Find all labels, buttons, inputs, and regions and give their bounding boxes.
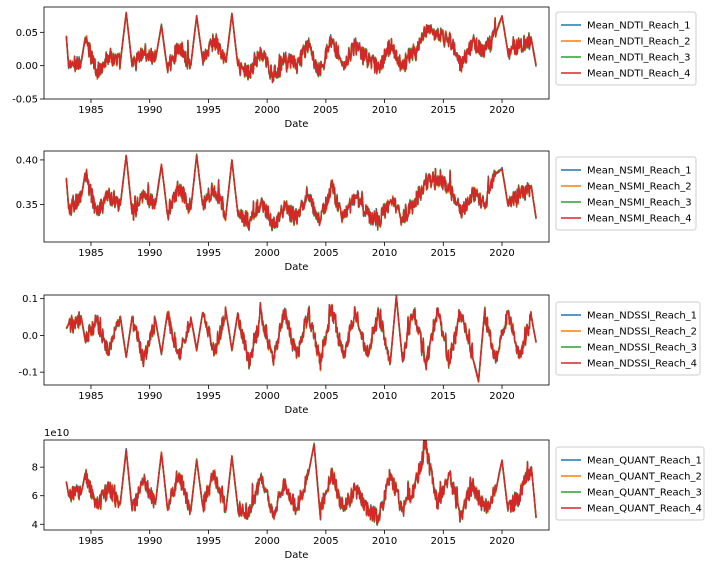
axes-frame bbox=[43, 294, 550, 386]
legend-entry: Mean_NSMI_Reach_1 bbox=[587, 166, 692, 177]
legend-entry: Mean_NDTI_Reach_4 bbox=[587, 69, 690, 80]
legend-entry: Mean_QUANT_Reach_3 bbox=[587, 488, 702, 499]
x-tick-label: 2020 bbox=[489, 248, 514, 259]
legend-entry: Mean_NDTI_Reach_3 bbox=[587, 53, 690, 64]
x-tick-label: 2005 bbox=[313, 391, 338, 402]
x-axis-label: Date bbox=[285, 405, 309, 416]
y-tick-label: 4 bbox=[32, 520, 38, 531]
y-tick-label: 8 bbox=[32, 463, 38, 474]
y-tick-label: 0.35 bbox=[16, 200, 38, 211]
legend-box bbox=[555, 446, 705, 521]
legend: Mean_NDSSI_Reach_1 Mean_NDSSI_Reach_2 Mean… bbox=[555, 301, 701, 376]
chart-panel-2: 1985 1990 1995 2000 2005 2010 2015 2020 0.35 0.40… bbox=[16, 150, 697, 273]
x-tick-label: 1995 bbox=[196, 391, 221, 402]
x-tick-label: 1995 bbox=[196, 536, 221, 547]
x-tick-label: 1990 bbox=[137, 248, 162, 259]
legend-entry: Mean_QUANT_Reach_4 bbox=[587, 504, 702, 515]
series-line-4 bbox=[65, 11, 537, 83]
y-tick-label: 0.40 bbox=[16, 155, 38, 166]
legend-entry: Mean_NDSSI_Reach_1 bbox=[587, 311, 697, 322]
series-line-4 bbox=[65, 154, 537, 231]
y-tick-label: -0.05 bbox=[12, 95, 38, 106]
x-tick-label: 1990 bbox=[137, 391, 162, 402]
x-tick-label: 1990 bbox=[137, 105, 162, 116]
y-tick-label: 0.1 bbox=[22, 294, 38, 305]
x-tick-label: 2000 bbox=[254, 248, 279, 259]
x-tick-label: 2020 bbox=[489, 536, 514, 547]
x-tick-label: 1995 bbox=[196, 105, 221, 116]
y-tick-label: -0.1 bbox=[18, 368, 38, 379]
x-tick-label: 2010 bbox=[372, 248, 397, 259]
series-line-2 bbox=[65, 12, 537, 83]
axes-frame bbox=[43, 439, 550, 531]
x-axis-label: Date bbox=[285, 550, 309, 561]
x-tick-label: 2015 bbox=[431, 536, 456, 547]
legend-entry: Mean_NDSSI_Reach_3 bbox=[587, 343, 697, 354]
legend-box bbox=[555, 11, 697, 86]
legend-entry: Mean_NDSSI_Reach_2 bbox=[587, 327, 697, 338]
series-line-4 bbox=[65, 440, 537, 525]
series-line-3 bbox=[65, 153, 537, 232]
x-tick-label: 2005 bbox=[313, 105, 338, 116]
x-tick-label: 2020 bbox=[489, 105, 514, 116]
x-tick-label: 1985 bbox=[78, 105, 103, 116]
x-axis-label: Date bbox=[285, 119, 309, 130]
chart-panel-4: 1985 1990 1995 2000 2005 2010 2015 2020 4 6 8 1e10 D… bbox=[32, 428, 705, 561]
x-tick-label: 2000 bbox=[254, 105, 279, 116]
series-line-1 bbox=[65, 440, 537, 526]
series-line-3 bbox=[65, 440, 537, 526]
x-tick-label: 2010 bbox=[372, 391, 397, 402]
legend-entry: Mean_NSMI_Reach_3 bbox=[587, 198, 692, 209]
x-tick-label: 2015 bbox=[431, 248, 456, 259]
x-tick-label: 2005 bbox=[313, 536, 338, 547]
legend: Mean_NDTI_Reach_1 Mean_NDTI_Reach_2 Mean_N… bbox=[555, 11, 697, 86]
legend-box bbox=[555, 301, 701, 376]
series-line-1 bbox=[65, 12, 537, 84]
legend-box bbox=[555, 156, 697, 231]
axes-frame bbox=[43, 150, 550, 243]
series-line-2 bbox=[65, 440, 537, 526]
chart-panel-3: 1985 1990 1995 2000 2005 2010 2015 2020 -0.1 0.0 0… bbox=[18, 294, 701, 416]
x-tick-label: 2015 bbox=[431, 105, 456, 116]
axis-offset-text: 1e10 bbox=[44, 428, 69, 439]
legend: Mean_NSMI_Reach_1 Mean_NSMI_Reach_2 Mean_N… bbox=[555, 156, 697, 231]
axes-frame bbox=[43, 6, 550, 100]
series-line-1 bbox=[65, 154, 537, 232]
x-tick-label: 2015 bbox=[431, 391, 456, 402]
legend-entry: Mean_NSMI_Reach_2 bbox=[587, 182, 692, 193]
chart-panel-1: 1985 1990 1995 2000 2005 2010 2015 2020 -0.05 0.0… bbox=[12, 6, 697, 130]
x-tick-label: 1985 bbox=[78, 536, 103, 547]
series-line-4 bbox=[65, 296, 537, 383]
x-tick-label: 2020 bbox=[489, 391, 514, 402]
legend: Mean_QUANT_Reach_1 Mean_QUANT_Reach_2 Mean… bbox=[555, 446, 705, 521]
y-tick-label: 6 bbox=[32, 491, 38, 502]
series-line-2 bbox=[65, 154, 537, 230]
legend-entry: Mean_QUANT_Reach_1 bbox=[587, 456, 702, 467]
x-tick-label: 1990 bbox=[137, 536, 162, 547]
legend-entry: Mean_NSMI_Reach_4 bbox=[587, 214, 692, 225]
x-tick-label: 1985 bbox=[78, 391, 103, 402]
y-tick-label: 0.00 bbox=[16, 61, 38, 72]
series-line-3 bbox=[65, 12, 537, 83]
legend-entry: Mean_QUANT_Reach_2 bbox=[587, 472, 702, 483]
legend-entry: Mean_NDSSI_Reach_4 bbox=[587, 359, 697, 370]
y-tick-label: 0.05 bbox=[16, 28, 38, 39]
x-tick-label: 1995 bbox=[196, 248, 221, 259]
legend-entry: Mean_NDTI_Reach_2 bbox=[587, 37, 690, 48]
y-tick-label: 0.0 bbox=[22, 331, 38, 342]
legend-entry: Mean_NDTI_Reach_1 bbox=[587, 21, 690, 32]
x-axis-label: Date bbox=[285, 262, 309, 273]
x-tick-label: 2000 bbox=[254, 391, 279, 402]
x-tick-label: 2000 bbox=[254, 536, 279, 547]
x-tick-label: 2010 bbox=[372, 105, 397, 116]
x-tick-label: 2010 bbox=[372, 536, 397, 547]
x-tick-label: 1985 bbox=[78, 248, 103, 259]
x-tick-label: 2005 bbox=[313, 248, 338, 259]
